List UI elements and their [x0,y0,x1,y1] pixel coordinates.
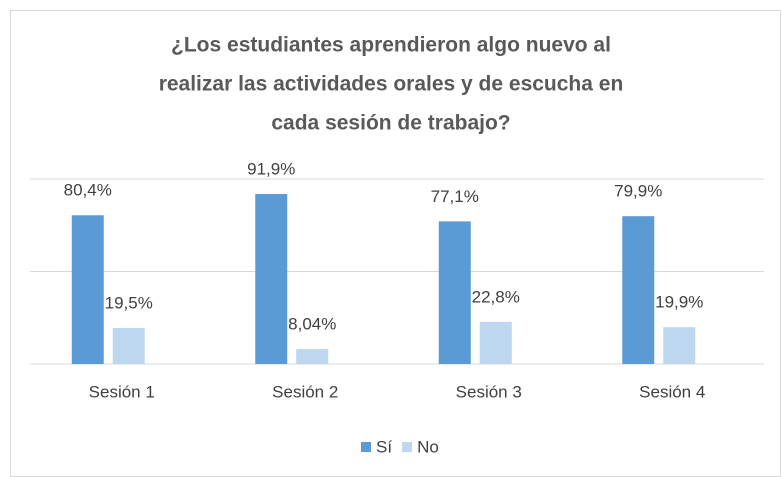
bar [438,221,471,364]
data-label: 8,04% [288,315,336,334]
x-tick-label: Sesión 3 [456,382,522,401]
legend-swatch [361,442,371,452]
legend-swatch [402,442,413,452]
bar [296,349,329,364]
chart-title: ¿Los estudiantes aprendieron algo nuevo … [171,34,611,57]
x-tick-label: Sesión 2 [272,382,338,401]
legend-label: No [417,437,439,456]
data-label: 19,9% [655,293,703,312]
bar [71,215,104,364]
bar [112,327,145,364]
legend-label: Sí [376,437,392,456]
data-label: 80,4% [64,181,112,200]
x-tick-label: Sesión 1 [89,382,155,401]
x-tick-label: Sesión 4 [639,382,705,401]
bar [255,193,288,364]
bar [622,216,655,364]
chart-title: realizar las actividades orales y de esc… [159,73,624,96]
chart-title: cada sesión de trabajo? [271,112,510,135]
data-label: 19,5% [105,293,153,312]
bar [663,327,696,364]
data-label: 22,8% [472,287,520,306]
data-label: 91,9% [247,159,295,178]
data-label: 77,1% [431,187,479,206]
data-label: 79,9% [614,182,662,201]
bar [479,321,512,364]
